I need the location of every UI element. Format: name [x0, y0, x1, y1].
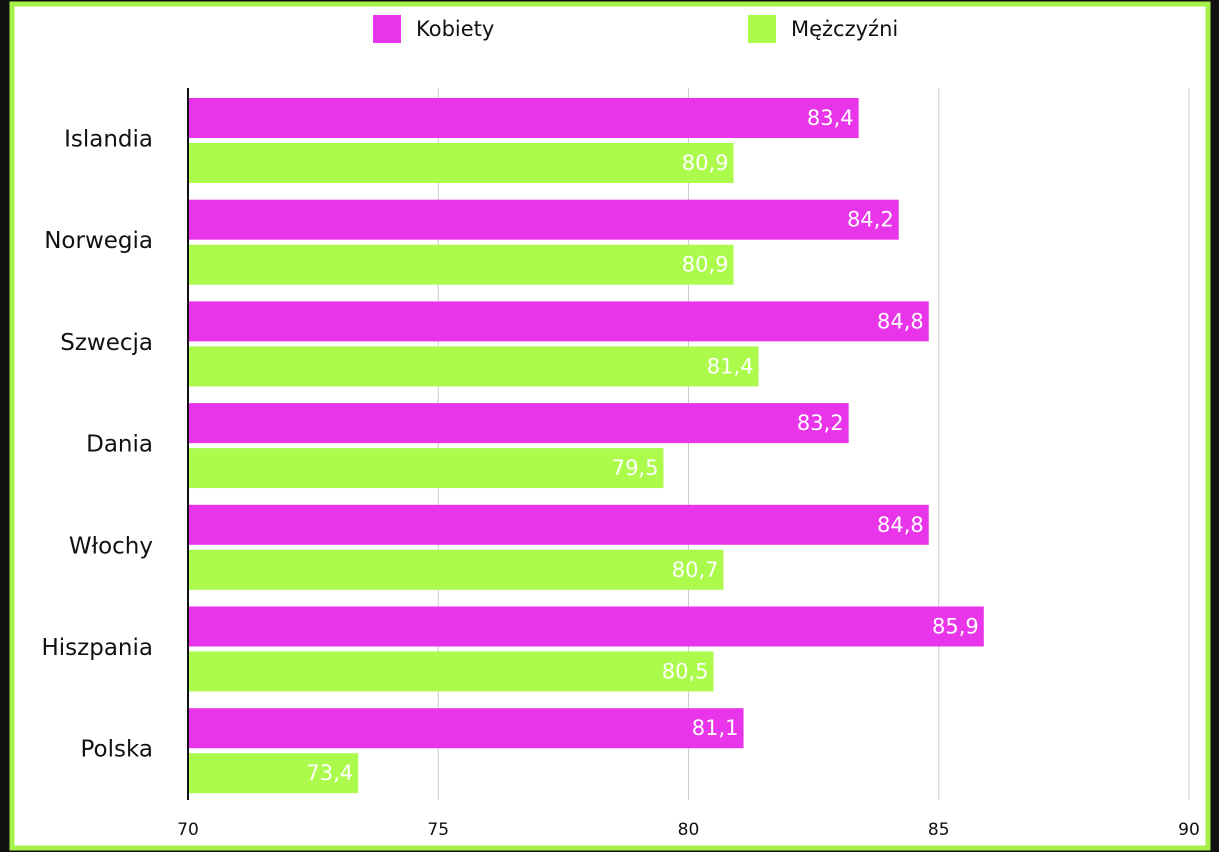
bar [188, 403, 849, 444]
legend-swatch [748, 15, 776, 43]
value-label: 84,8 [877, 513, 924, 537]
x-tick-label: 90 [1178, 820, 1200, 840]
value-label: 73,4 [306, 761, 353, 785]
bar [188, 448, 664, 489]
legend-label: Mężczyźni [791, 17, 898, 41]
bar [188, 504, 929, 545]
legend-label: Kobiety [416, 17, 494, 41]
x-tick-label: 80 [678, 820, 700, 840]
y-tick-label: Polska [80, 737, 153, 763]
x-tick-label: 85 [928, 820, 950, 840]
value-label: 84,8 [877, 309, 924, 333]
value-label: 79,5 [612, 456, 659, 480]
value-label: 80,7 [672, 558, 719, 582]
bar [188, 651, 714, 692]
bar [188, 753, 359, 794]
bar [188, 301, 929, 342]
value-label: 84,2 [847, 208, 894, 232]
y-tick-label: Szwecja [60, 330, 153, 356]
x-tick-label: 70 [177, 820, 199, 840]
bar [188, 549, 724, 590]
legend-swatch [373, 15, 401, 43]
value-label: 83,4 [807, 106, 854, 130]
y-tick-label: Włochy [69, 533, 153, 559]
y-tick-label: Hiszpania [42, 635, 154, 661]
bar [188, 143, 734, 183]
bar [188, 346, 759, 387]
bar [188, 199, 899, 240]
value-label: 80,9 [682, 253, 729, 277]
value-label: 83,2 [797, 411, 844, 435]
value-label: 81,1 [692, 716, 739, 740]
x-tick-label: 75 [427, 820, 449, 840]
bar [188, 708, 744, 749]
bar [188, 606, 984, 647]
value-label: 85,9 [932, 615, 979, 639]
value-label: 80,5 [662, 660, 709, 684]
y-tick-label: Dania [86, 432, 153, 458]
value-label: 80,9 [682, 151, 729, 175]
y-tick-label: Norwegia [44, 228, 153, 254]
y-tick-label: Islandia [64, 127, 153, 153]
bar [188, 244, 734, 285]
value-label: 81,4 [707, 354, 754, 378]
bar [188, 98, 859, 138]
